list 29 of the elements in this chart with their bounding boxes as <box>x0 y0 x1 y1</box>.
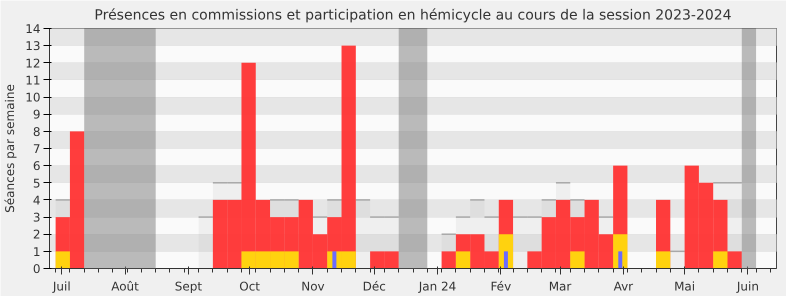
y-tick-label: 11 <box>25 73 41 88</box>
y-tick-label: 13 <box>25 39 41 54</box>
y-tick-label: 7 <box>32 142 41 156</box>
y-tick-label: 10 <box>25 90 41 105</box>
y-tick-label: 1 <box>32 244 41 259</box>
x-tick-label: Oct <box>239 280 260 294</box>
x-tick-label: Avr <box>614 280 634 294</box>
x-tick-label: Juin <box>736 280 759 294</box>
y-tick-label: 8 <box>32 124 41 139</box>
x-tick-label: Mai <box>674 280 696 294</box>
x-tick-label: Jan 24 <box>418 280 456 294</box>
chart-title: Présences en commissions et participation en hémicycle au cours de la session 2023-2024 <box>94 8 732 24</box>
y-axis-title: Séances par semaine <box>3 84 18 213</box>
x-tick-label: Fév <box>490 280 512 294</box>
y-tick-label: 4 <box>32 193 41 208</box>
x-tick-label: Déc <box>362 280 386 294</box>
y-tick-label: 3 <box>32 210 41 225</box>
y-tick-label: 14 <box>25 22 41 36</box>
x-tick-label: Nov <box>301 280 325 294</box>
x-tick-label: Mar <box>548 280 572 294</box>
y-tick-label: 2 <box>32 228 41 242</box>
y-tick-label: 9 <box>32 108 41 122</box>
y-tick-label: 12 <box>25 56 41 70</box>
y-tick-label: 6 <box>32 159 41 174</box>
y-tick-label: 0 <box>32 262 41 276</box>
x-tick-label: Sept <box>174 280 202 294</box>
x-tick-label: Août <box>111 280 140 294</box>
y-tick-label: 5 <box>32 176 41 190</box>
x-tick-label: Juil <box>52 280 71 294</box>
